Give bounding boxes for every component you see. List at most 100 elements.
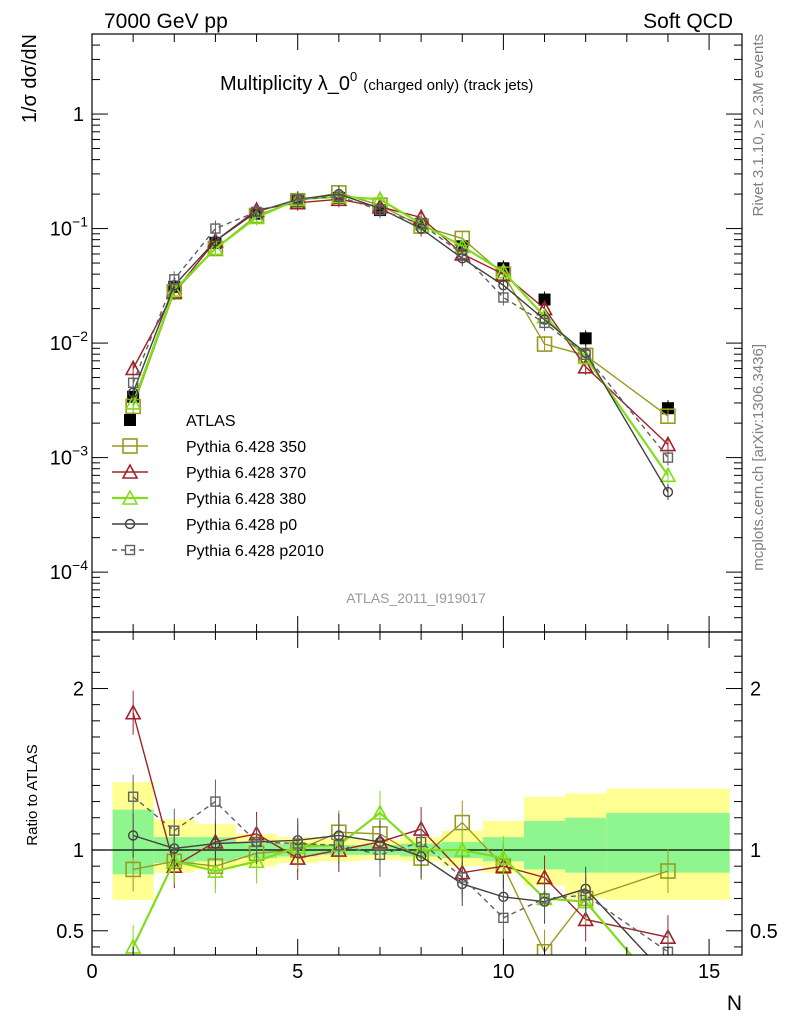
- ratio-point: [371, 804, 389, 820]
- y-tick-label: 10−3: [50, 443, 88, 470]
- data-point: [659, 466, 677, 483]
- data-point: [577, 358, 595, 374]
- ratio-point: [498, 912, 509, 924]
- data-point: [292, 194, 303, 205]
- ratio-point: [374, 849, 386, 861]
- ratio-point: [248, 852, 265, 869]
- ratio-y-tick-label: 1: [73, 840, 84, 862]
- ratio-point: [495, 849, 512, 865]
- ratio-point: [210, 796, 221, 807]
- ratio-series-pythia-6-428-p2010: [127, 774, 674, 955]
- ratio-point: [125, 861, 141, 878]
- main-plot-area: 1 10−1 10−2 10−3 10−4: [50, 33, 743, 633]
- ratio-point: [457, 872, 468, 883]
- series-line: [132, 192, 669, 417]
- data-point: [210, 223, 221, 234]
- band-inner: [565, 817, 607, 873]
- ratio-point: [292, 838, 303, 849]
- y-tick-label: 10−1: [50, 214, 88, 241]
- side-label-top: Rivet 3.1.10, ≥ 2.3M events: [750, 34, 767, 217]
- ratio-point: [124, 704, 142, 720]
- data-point: [662, 452, 674, 463]
- data-point: [538, 293, 551, 306]
- data-point: [415, 218, 427, 230]
- data-point: [498, 292, 509, 303]
- ratio-point: [127, 830, 139, 841]
- data-point: [374, 204, 386, 216]
- legend-item: Pythia 6.428 p2010: [112, 543, 324, 560]
- legend-item: Pythia 6.428 380: [112, 489, 306, 508]
- ratio-point: [539, 893, 550, 904]
- legend-marker: [124, 518, 136, 530]
- ratio-y-label: Ratio to ATLAS: [24, 744, 41, 845]
- data-point: [662, 486, 674, 498]
- y-tick-label: 1: [73, 104, 84, 126]
- y-tick-label: 10−2: [50, 328, 88, 355]
- ratio-y-tick-label-right: 0.5: [750, 921, 778, 943]
- ratio-y-tick-label: 2: [73, 679, 84, 701]
- data-point: [207, 239, 224, 256]
- series-atlas: [127, 189, 674, 417]
- data-point: [457, 248, 468, 260]
- legend-label: ATLAS: [186, 413, 236, 430]
- y-tick-label: 10−4: [50, 557, 88, 584]
- data-point: [124, 359, 142, 376]
- x-tick-label: 10: [492, 961, 514, 983]
- legend-marker: [124, 544, 136, 556]
- watermark: ATLAS_2011_I919017: [346, 590, 486, 606]
- legend-item: Pythia 6.428 350: [112, 438, 306, 456]
- x-axis-label: N: [727, 992, 742, 1015]
- legend-marker: [122, 438, 138, 454]
- ratio-y-tick-label-right: 2: [750, 679, 761, 701]
- ratio-point: [333, 839, 345, 851]
- data-point: [539, 317, 550, 329]
- header-left: 7000 GeV pp: [104, 10, 228, 33]
- data-point: [577, 348, 595, 365]
- ratio-frame-box: [91, 631, 743, 956]
- ratio-point: [660, 863, 676, 879]
- ratio-plot-panel: 0 5 10 15 0.5 0.5 1 1 2 2 Ratio to ATLAS N: [24, 631, 778, 1015]
- legend-item: Pythia 6.428 p0: [112, 517, 297, 534]
- ratio-point: [580, 890, 591, 901]
- legend-item: ATLAS: [124, 413, 236, 430]
- data-point: [536, 336, 553, 352]
- legend-marker: [124, 414, 136, 426]
- data-point: [330, 190, 348, 207]
- legend-marker: [121, 463, 139, 479]
- x-tick-label: 0: [86, 961, 97, 983]
- data-point: [579, 332, 592, 345]
- legend: ATLAS Pythia 6.428 350 Pythia 6.428 370 Pyt…: [112, 413, 324, 560]
- side-label-bottom: mcplots.cern.ch [arXiv:1306.3436]: [750, 344, 767, 571]
- legend-label: Pythia 6.428 380: [186, 491, 306, 508]
- legend-label: Pythia 6.428 350: [186, 439, 306, 456]
- main-plot-panel: 1 10−1 10−2 10−3 10−4 Multiplicity λ_00(char…: [19, 33, 743, 633]
- series-pythia-6-428-p2010: [127, 188, 674, 466]
- legend-marker: [121, 489, 139, 505]
- main-axes: 1 10−1 10−2 10−3 10−4: [50, 33, 743, 633]
- ratio-point: [207, 862, 224, 878]
- data-point: [124, 394, 142, 410]
- ratio-point: [210, 838, 221, 849]
- x-tick-label: 5: [292, 961, 303, 983]
- header-right: Soft QCD: [643, 10, 733, 33]
- data-point: [169, 274, 180, 285]
- x-tick-label: 15: [698, 961, 720, 983]
- data-point: [660, 408, 676, 424]
- ratio-point: [536, 943, 553, 955]
- series-pythia-6-428-350: [125, 184, 676, 425]
- main-y-label: 1/σ dσ/dN: [19, 34, 41, 123]
- data-point: [127, 377, 139, 388]
- data-point: [580, 349, 591, 361]
- legend-label: Pythia 6.428 p0: [186, 517, 297, 534]
- ratio-point: [127, 791, 139, 802]
- ratio-y-tick-label: 0.5: [56, 921, 84, 943]
- legend-label: Pythia 6.428 p2010: [186, 543, 324, 560]
- data-point: [251, 206, 262, 218]
- ratio-point: [577, 910, 595, 927]
- data-point: [333, 191, 345, 202]
- ratio-point: [169, 825, 180, 836]
- ratio-point: [251, 836, 262, 848]
- legend-label: Pythia 6.428 370: [186, 465, 306, 482]
- ratio-point: [415, 836, 427, 848]
